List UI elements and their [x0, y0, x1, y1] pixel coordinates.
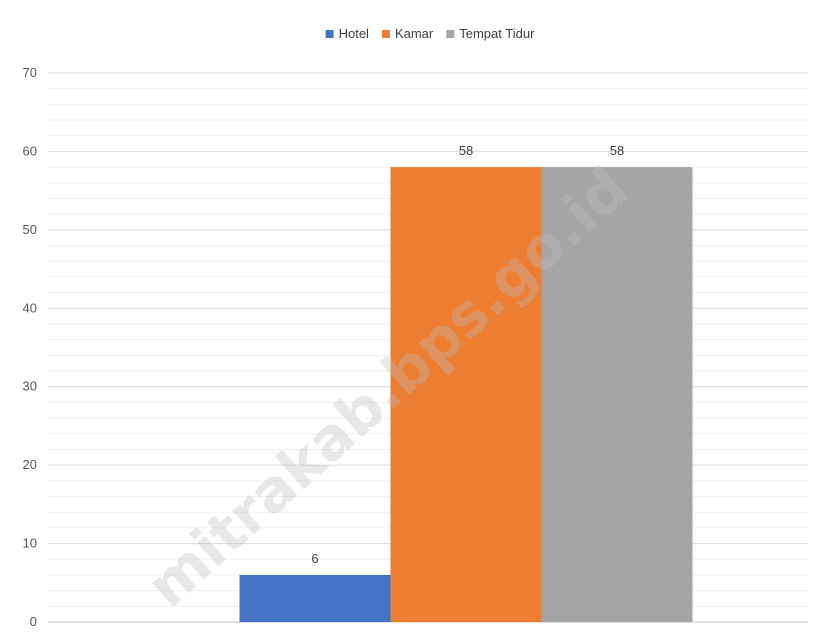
data-label: 58: [610, 143, 624, 158]
y-tick-label: 40: [23, 300, 37, 315]
data-label: 58: [459, 143, 473, 158]
y-axis-ticks: 0 10 20 30 40 50 60 70: [23, 65, 37, 629]
legend-swatch-tempat-tidur: [446, 30, 455, 38]
bar-kamar: [390, 167, 542, 622]
legend-label: Hotel: [339, 26, 369, 41]
legend-swatch-kamar: [381, 30, 390, 38]
legend-swatch-hotel: [325, 30, 334, 38]
y-tick-label: 50: [23, 222, 37, 237]
bars: [239, 167, 693, 622]
data-label: 6: [311, 551, 318, 566]
y-tick-label: 70: [23, 65, 37, 80]
legend-label: Kamar: [395, 26, 434, 41]
y-tick-label: 20: [23, 457, 37, 472]
y-tick-label: 30: [23, 379, 37, 394]
legend: Hotel Kamar Tempat Tidur: [325, 26, 535, 41]
bar-hotel: [239, 574, 391, 622]
data-labels: 6 58 58: [311, 143, 624, 566]
y-tick-label: 0: [30, 614, 37, 629]
y-tick-label: 10: [23, 536, 37, 551]
legend-label: Tempat Tidur: [459, 26, 535, 41]
y-tick-label: 60: [23, 143, 37, 158]
bar-tempat-tidur: [541, 167, 693, 622]
